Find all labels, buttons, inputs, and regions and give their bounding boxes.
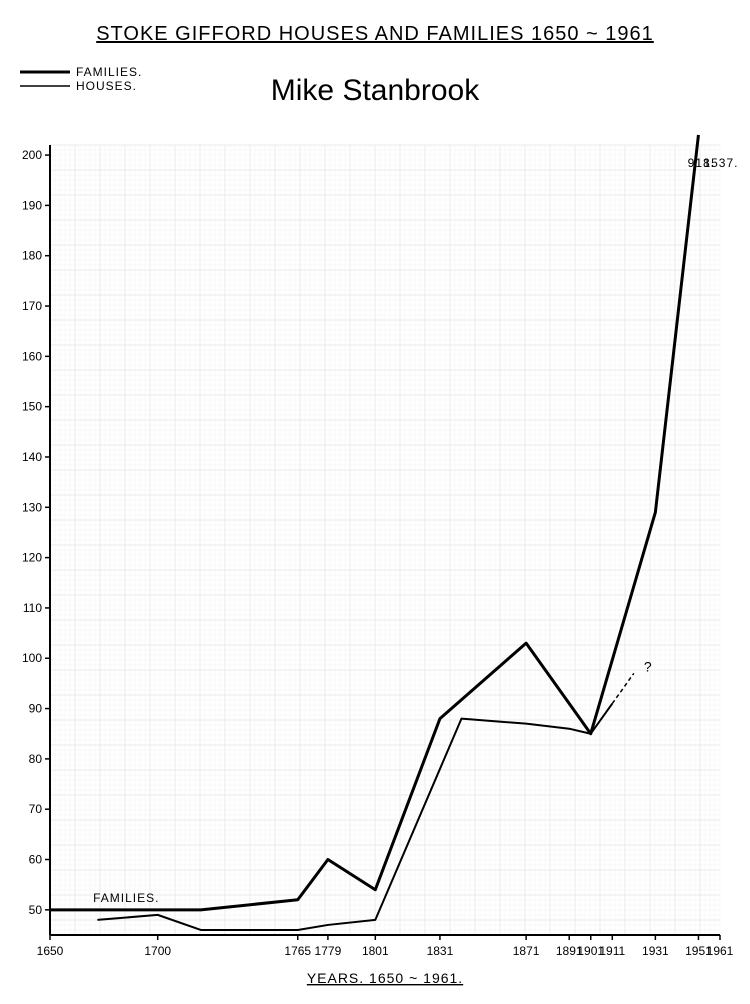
y-tick-label: 180 [22,249,42,263]
houses-dashed-line [612,673,634,703]
x-tick-label: 1765 [284,944,311,958]
y-tick-label: 150 [22,400,42,414]
page: 50 60 70 80 90 100 110 120 130 140 150 160 170 180 190… [0,0,750,1004]
x-tick-label: 1961 [707,944,734,958]
inline-series-label: FAMILIES. [93,891,159,905]
x-tick-label: 1871 [513,944,540,958]
y-tick-label: 140 [22,450,42,464]
y-tick-label: 100 [22,651,42,665]
y-tick-label: 160 [22,349,42,363]
y-tick-label: 130 [22,500,42,514]
x-tick-label: 1700 [144,944,171,958]
chart-svg: 50 60 70 80 90 100 110 120 130 140 150 160 170 180 190… [0,0,750,1004]
y-tick-label: 190 [22,198,42,212]
watermark: Mike Stanbrook [271,74,480,107]
families-line [50,135,698,910]
x-tick-label: 1779 [315,944,342,958]
x-tick-label: 1831 [427,944,454,958]
y-tick-label: 50 [29,903,43,917]
y-tick-label: 80 [29,752,43,766]
y-tick-label: 70 [29,802,43,816]
y-tick-label: 200 [22,148,42,162]
y-tick-label: 170 [22,299,42,313]
legend-houses-label: HOUSES. [76,79,137,93]
y-tick-label: 90 [29,702,43,716]
grid [50,145,720,935]
x-tick-label: 1911 [599,944,625,958]
x-tick-label: 1931 [642,944,669,958]
end-annotation-right: 918. [688,156,715,170]
chart-title: STOKE GIFFORD HOUSES AND FAMILIES 1650 ~… [96,23,654,45]
uncertainty-mark: ? [644,658,653,674]
x-axis-label: YEARS. 1650 ~ 1961. [307,970,463,986]
legend-families-label: FAMILIES. [76,65,142,79]
y-tick-label: 110 [23,601,42,615]
y-tick-label: 120 [22,551,42,565]
y-tick-label: 60 [29,853,43,867]
legend: FAMILIES.HOUSES. [20,65,142,93]
x-tick-label: 1650 [37,944,64,958]
x-tick-label: 1801 [362,944,389,958]
